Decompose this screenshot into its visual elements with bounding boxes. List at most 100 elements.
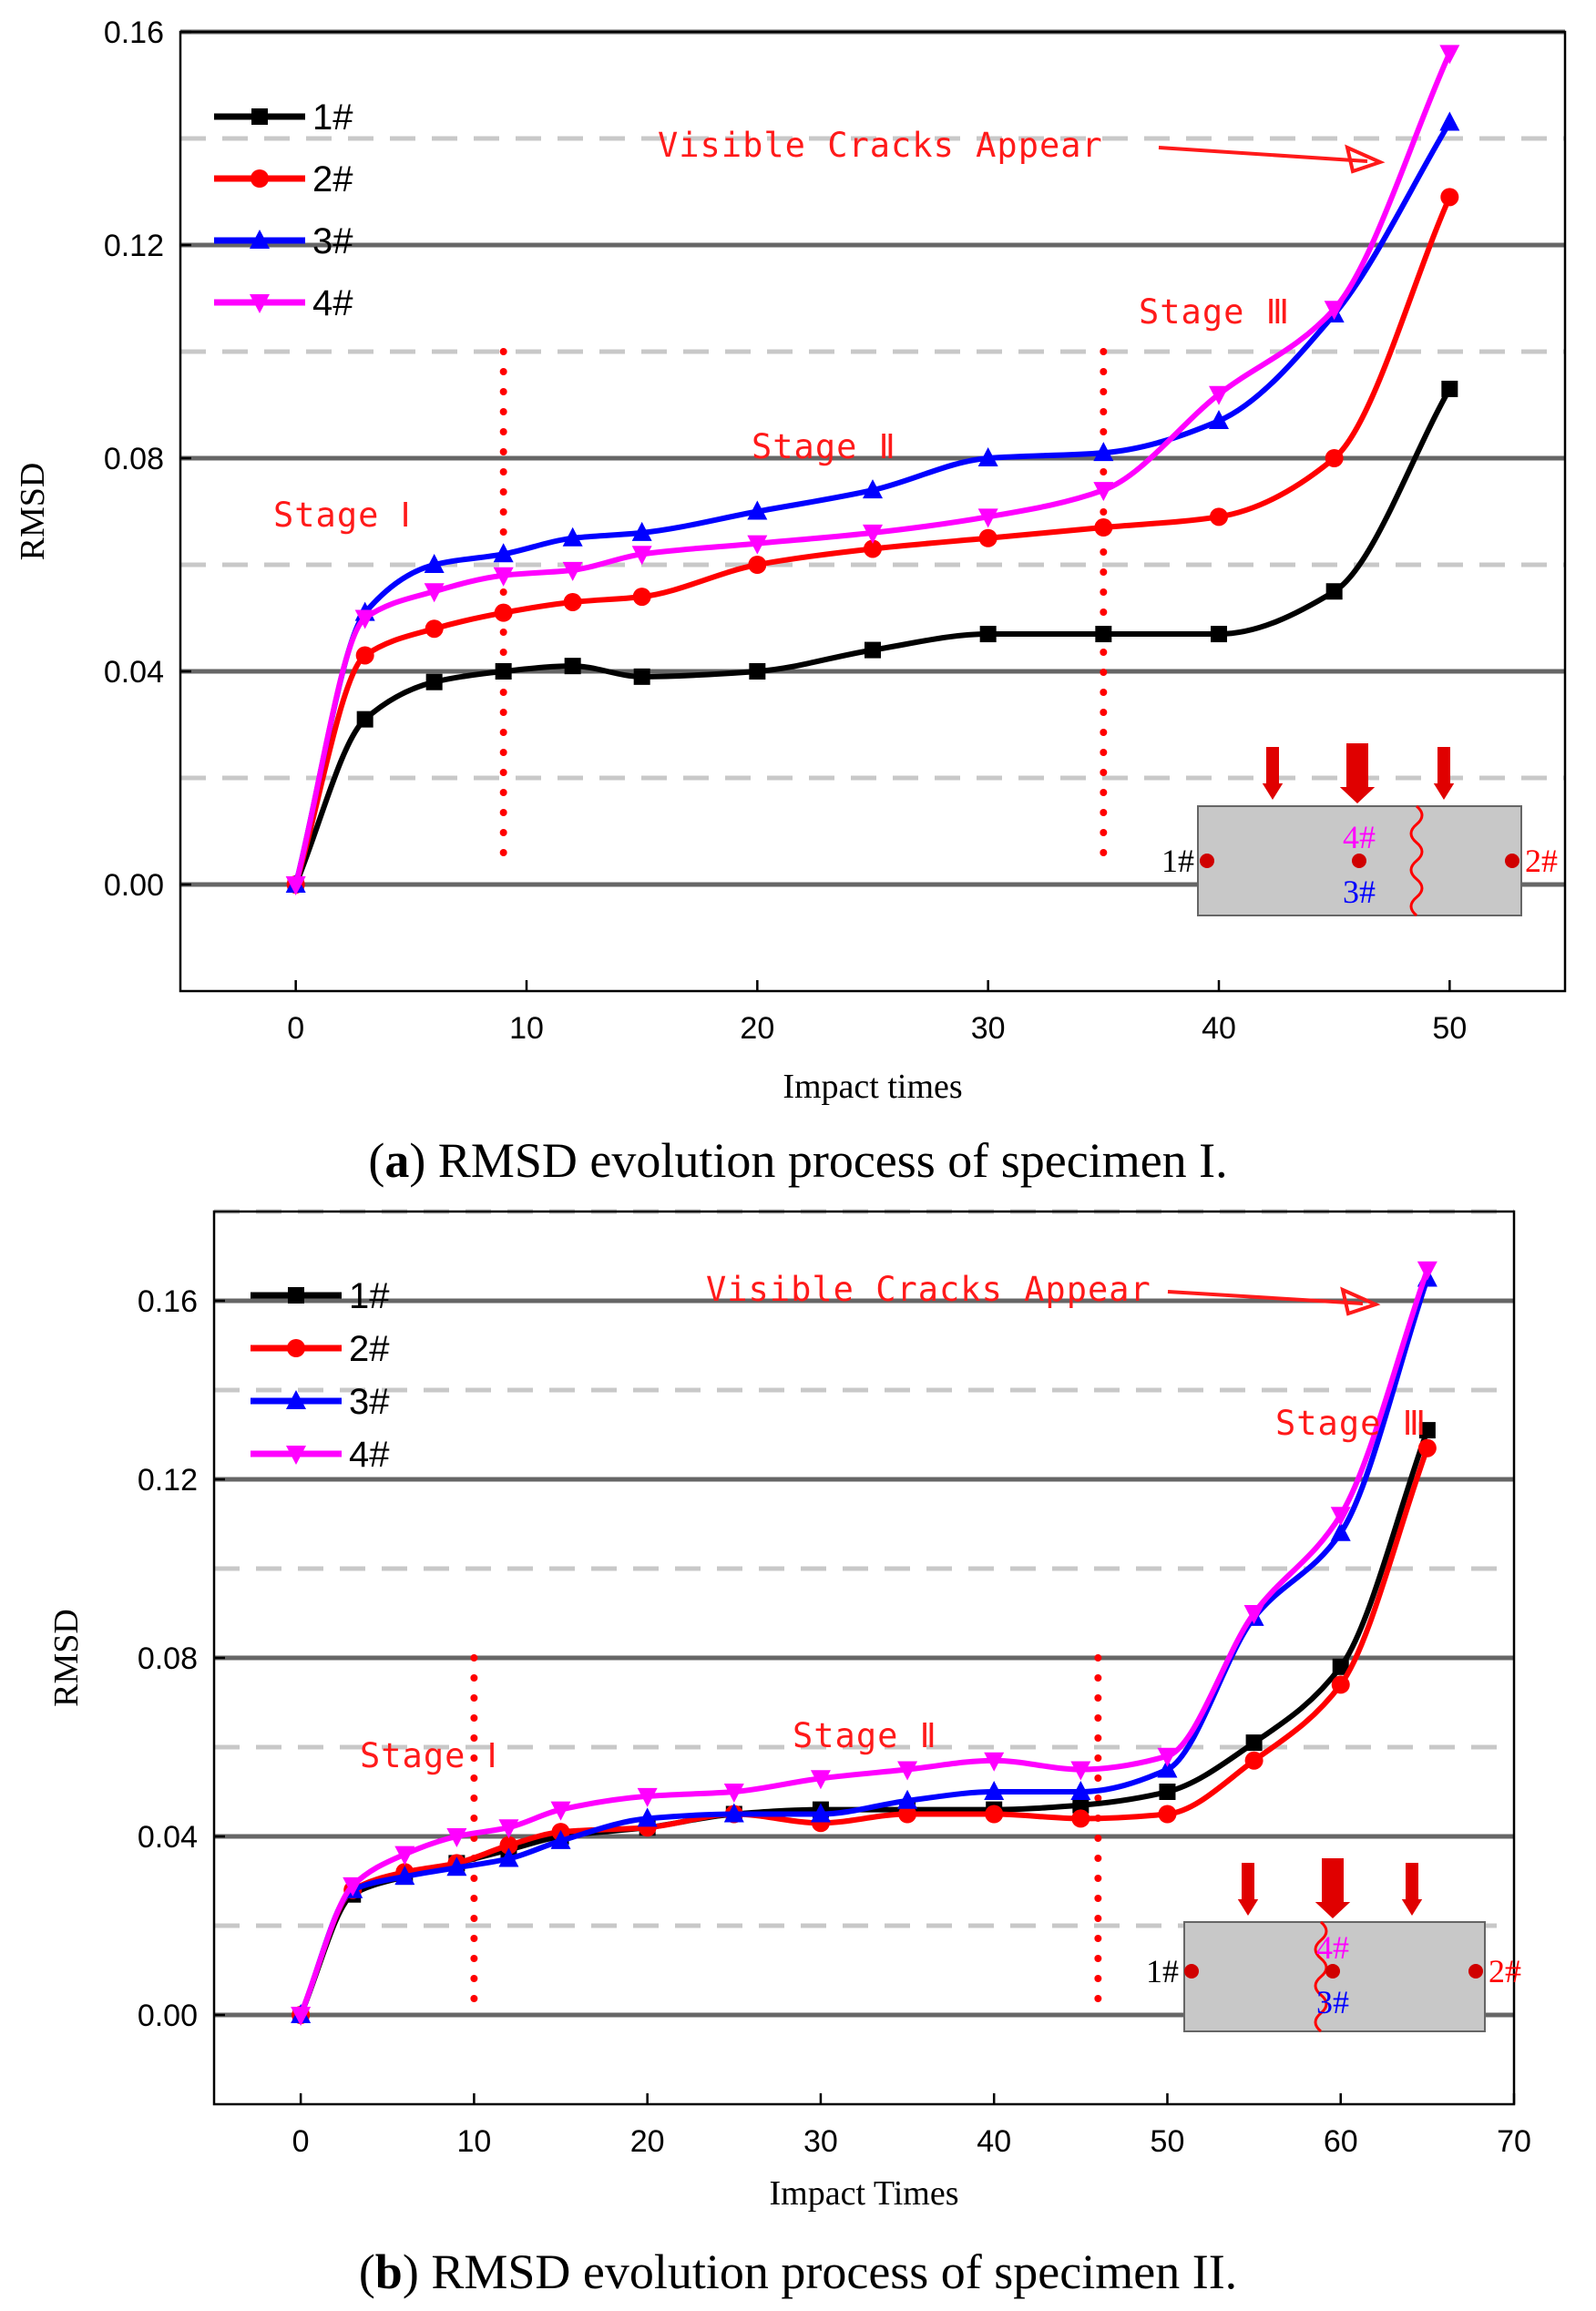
- data-point-4: [285, 876, 306, 895]
- y-tick-label: 0.08: [138, 1641, 198, 1676]
- data-point-4: [562, 561, 583, 581]
- legend-label-3: 3#: [312, 221, 353, 261]
- legend-marker-2: [251, 169, 269, 188]
- data-point-3: [550, 1829, 571, 1849]
- x-tick-label: 40: [1202, 1011, 1236, 1046]
- data-point-2: [864, 539, 882, 558]
- load-arrow: [1339, 743, 1376, 803]
- load-arrow: [1401, 1863, 1423, 1916]
- legend-marker-1: [288, 1287, 304, 1304]
- series-line-3: [292, 120, 1452, 885]
- inset-label-1: 1#: [1161, 843, 1194, 879]
- data-point-2: [1325, 449, 1344, 467]
- series-line-2: [292, 196, 1453, 885]
- data-point-3: [723, 1803, 744, 1823]
- data-point-2: [1417, 1438, 1437, 1457]
- figure-caption: (b) RMSD evolution process of specimen I…: [359, 2245, 1237, 2299]
- y-tick-label: 0.16: [138, 1284, 198, 1319]
- data-point-4: [747, 535, 768, 555]
- x-axis-label: Impact times: [783, 1068, 962, 1106]
- stage-3-label: Stage Ⅲ: [1139, 292, 1290, 332]
- cracks-arrow-head: [1345, 144, 1386, 174]
- data-point-4: [1243, 1605, 1264, 1624]
- data-point-1: [1095, 626, 1112, 643]
- x-tick-label: 10: [456, 2124, 491, 2159]
- data-point-2: [632, 588, 651, 607]
- data-point-3: [1157, 1758, 1178, 1778]
- load-arrow-shape: [1339, 743, 1376, 803]
- series-line-3: [298, 1277, 1430, 2017]
- data-point-4: [498, 1819, 519, 1839]
- data-point-2: [425, 619, 444, 639]
- data-point-1: [1072, 1796, 1090, 1814]
- data-point-2: [1094, 518, 1113, 537]
- data-point-2: [748, 556, 767, 574]
- sensor-dot-1: [1200, 854, 1214, 868]
- y-axis-label: RMSD: [14, 463, 52, 561]
- x-tick-label: 20: [740, 1011, 774, 1046]
- data-point-4: [810, 1770, 831, 1790]
- data-point-2: [1331, 1675, 1350, 1694]
- load-arrow-shape: [1237, 1863, 1259, 1916]
- data-point-4: [1439, 45, 1460, 65]
- data-point-4: [446, 1828, 467, 1847]
- inset-label-4: 4#: [1343, 819, 1376, 855]
- data-point-3: [1070, 1781, 1091, 1800]
- legend-label-1: 1#: [312, 97, 353, 138]
- legend-marker-4: [250, 294, 270, 313]
- stage-3-label: Stage Ⅲ: [1275, 1404, 1427, 1443]
- x-tick-label: 70: [1497, 2124, 1531, 2159]
- data-point-4: [897, 1761, 918, 1781]
- specimen-inset: 1# 2# 4# 3#: [1146, 1858, 1521, 2033]
- legend-label-2: 2#: [349, 1329, 390, 1369]
- x-tick-label: 40: [977, 2124, 1011, 2159]
- data-point-1: [564, 658, 581, 675]
- y-tick-label: 0.12: [104, 229, 164, 263]
- data-point-2: [978, 528, 998, 547]
- visible-cracks-label: Visible Cracks Appear: [706, 1270, 1151, 1309]
- x-tick-label: 10: [509, 1011, 544, 1046]
- data-point-1: [633, 668, 650, 685]
- x-tick-label: 20: [630, 2124, 665, 2159]
- stage-1-label: Stage Ⅰ: [360, 1736, 498, 1775]
- load-arrow-shape: [1315, 1858, 1351, 1918]
- data-point-4: [291, 2007, 312, 2026]
- chart-panel-b: 0 10 20 30 40 50 60 70 0.00 0.04 0.08 0.12 0.16 Impac…: [47, 1209, 1531, 2299]
- y-tick-label: 0.16: [104, 15, 164, 50]
- data-point-1: [1332, 1658, 1349, 1675]
- data-point-1: [1418, 1422, 1436, 1439]
- data-point-2: [1440, 188, 1459, 207]
- load-arrow: [1237, 1863, 1259, 1916]
- sensor-dot-34: [1325, 1964, 1340, 1979]
- data-point-4: [723, 1784, 744, 1803]
- data-point-1: [1211, 626, 1227, 643]
- data-point-1: [1159, 1784, 1176, 1800]
- data-point-3: [1209, 410, 1229, 430]
- data-point-2: [355, 646, 374, 665]
- data-point-1: [1245, 1734, 1263, 1752]
- data-point-4: [343, 1876, 363, 1897]
- crack-line: [1409, 804, 1424, 917]
- legend-marker-3: [250, 230, 270, 249]
- x-tick-label: 60: [1324, 2124, 1358, 2159]
- load-arrow: [1262, 747, 1284, 800]
- sensor-dot-1: [1184, 1964, 1199, 1979]
- data-point-4: [493, 567, 514, 587]
- x-tick-label: 30: [803, 2124, 838, 2159]
- y-tick-label: 0.12: [138, 1463, 198, 1498]
- data-point-4: [354, 609, 375, 629]
- sensor-dot-2: [1468, 1964, 1483, 1979]
- figure-caption: (a) RMSD evolution process of specimen I…: [368, 1133, 1227, 1188]
- data-point-1: [749, 663, 766, 680]
- chart-panel-a: 0 10 20 30 40 50 0.00 0.04 0.08 0.12 0.16 Impact ti…: [14, 15, 1567, 1188]
- load-arrow: [1315, 1858, 1351, 1918]
- y-tick-label: 0.00: [138, 1999, 198, 2033]
- data-point-4: [424, 583, 445, 603]
- data-point-1: [495, 663, 512, 680]
- data-point-4: [984, 1752, 1005, 1772]
- data-point-4: [1324, 301, 1345, 321]
- stage-1-label: Stage Ⅰ: [273, 496, 412, 535]
- cracks-arrow-line: [1167, 1290, 1364, 1305]
- data-point-4: [637, 1787, 658, 1807]
- data-point-1: [356, 711, 373, 728]
